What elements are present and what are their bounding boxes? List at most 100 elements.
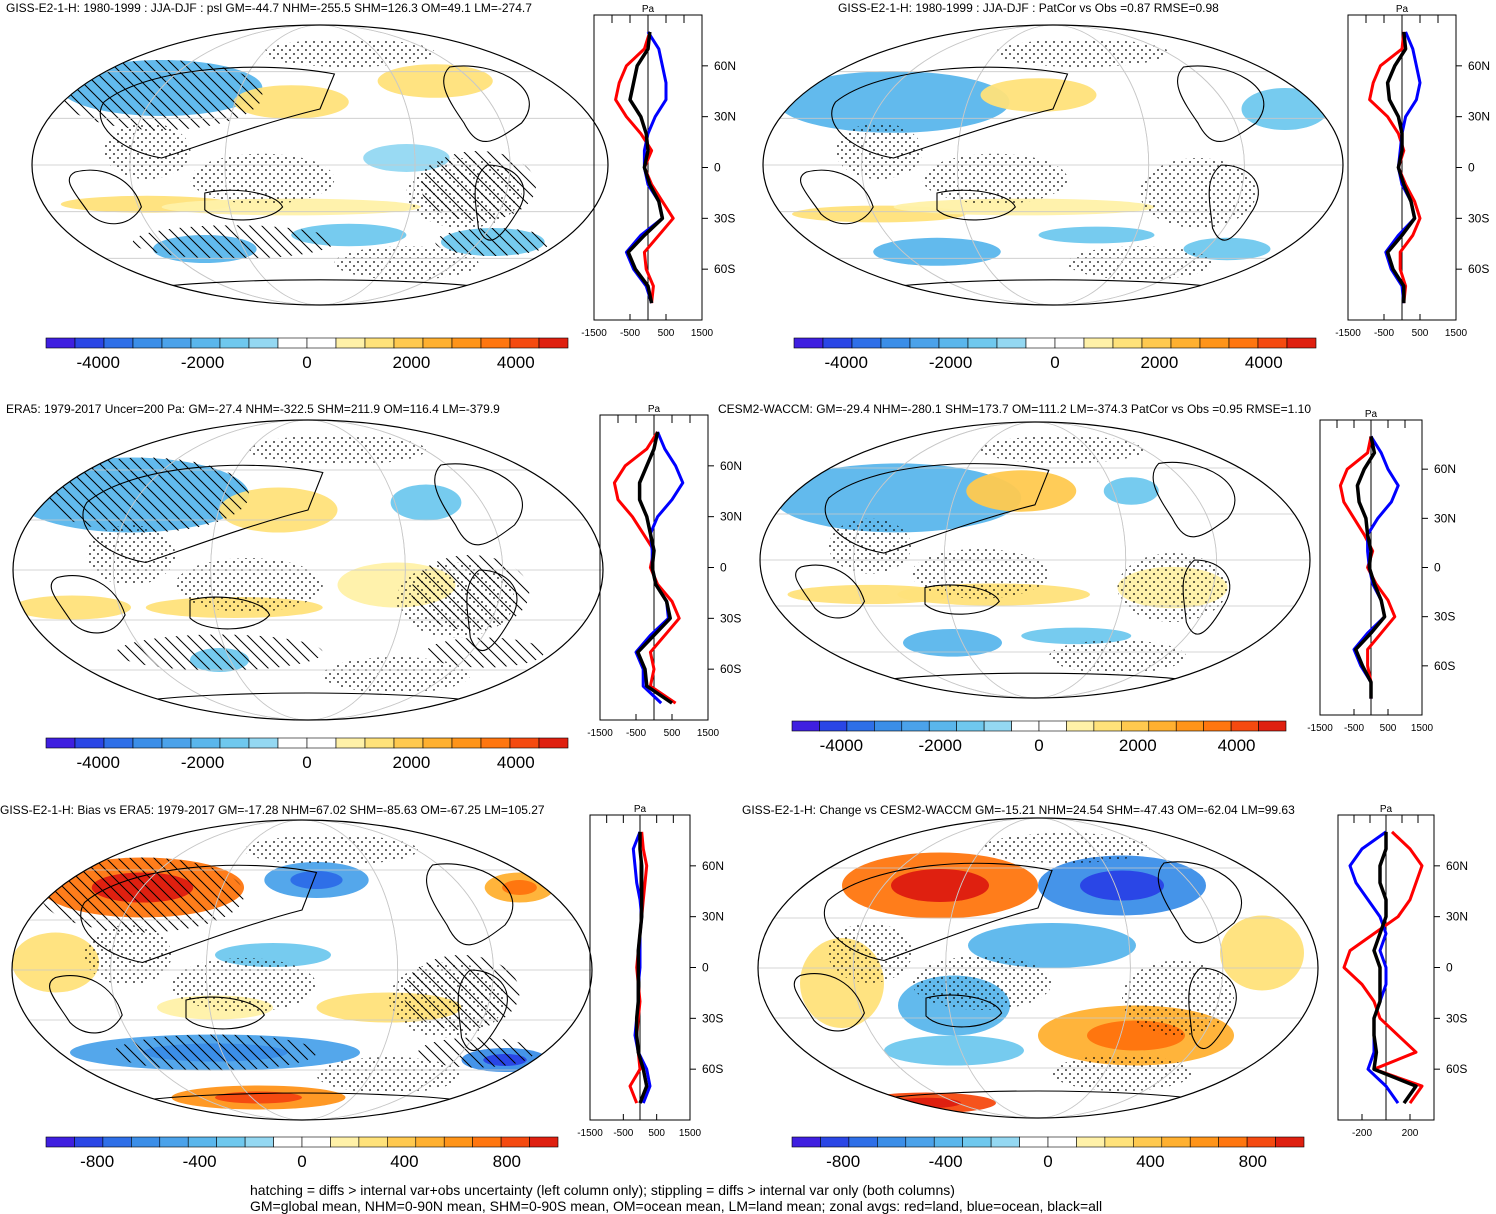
- anomaly-core: [290, 871, 343, 889]
- panel-title: GISS-E2-1-H: Change vs CESM2-WACCM GM=-1…: [742, 803, 1295, 817]
- colorbar-swatch: [1141, 337, 1172, 349]
- lat-label: 30N: [702, 910, 724, 924]
- lat-label: 0: [1468, 161, 1475, 175]
- zonal-tick-label: -1500: [587, 728, 613, 739]
- colorbar-swatch: [880, 337, 911, 349]
- colorbar-swatch: [938, 337, 969, 349]
- colorbar-swatch: [822, 337, 853, 349]
- map-border: [759, 421, 1311, 699]
- colorbar-swatch: [422, 737, 453, 749]
- map-border: [757, 817, 1319, 1119]
- panel-title: GISS-E2-1-H: 1980-1999 : JJA-DJF : PatCo…: [838, 1, 1219, 15]
- stippling: [175, 558, 323, 612]
- continent-outline: [925, 994, 1003, 1028]
- graticule-line: [852, 818, 1224, 1118]
- colorbar-swatch: [364, 737, 395, 749]
- lat-label: 60N: [1468, 59, 1490, 73]
- colorbar-swatch: [45, 337, 76, 349]
- hatching: [426, 637, 544, 668]
- colorbar-swatch: [159, 1136, 189, 1148]
- panel-title: GISS-E2-1-H: 1980-1999 : JJA-DJF : psl G…: [6, 1, 532, 15]
- stippling: [190, 153, 335, 205]
- zonal-line-ocean: [1348, 830, 1400, 1104]
- stippling: [322, 657, 471, 693]
- colorbar-swatch: [1228, 337, 1259, 349]
- lat-label: 60S: [1468, 262, 1489, 276]
- stippling: [912, 956, 1052, 1010]
- lat-label: 30N: [720, 510, 742, 524]
- graticule-line: [224, 25, 416, 305]
- anomaly-region: [1183, 237, 1271, 261]
- zonal-tick-label: 200: [1402, 1128, 1419, 1139]
- colorbar-swatch: [387, 1136, 417, 1148]
- lat-label: 30N: [1446, 910, 1468, 924]
- anomaly-region: [903, 629, 1002, 657]
- anomaly-core: [891, 869, 989, 902]
- lat-label: 60S: [1446, 1062, 1467, 1076]
- colorbar-swatch: [451, 337, 482, 349]
- continent-outline: [99, 66, 336, 159]
- continent-outline: [869, 1090, 1207, 1101]
- colorbar-tick-label: -400: [183, 1152, 217, 1171]
- zonal-tick-label: 1500: [679, 1128, 702, 1139]
- colorbar-swatch: [1257, 337, 1288, 349]
- continent-outline: [1208, 164, 1259, 241]
- graticule-line: [943, 422, 1127, 698]
- units-label: Pa: [1365, 409, 1378, 420]
- hatching: [132, 225, 335, 259]
- lat-label: 60S: [720, 662, 741, 676]
- lat-label: 60N: [1446, 859, 1468, 873]
- colorbar-swatch: [848, 1136, 878, 1148]
- zonal-tick-label: -1500: [581, 328, 607, 339]
- lat-label: 30S: [702, 1011, 723, 1025]
- panel-2: GISS-E2-1-H: 1980-1999 : JJA-DJF : PatCo…: [748, 0, 1496, 400]
- colorbar-tick-label: -2000: [181, 753, 224, 772]
- lat-label: 30S: [720, 611, 741, 625]
- colorbar-tick-label: 2000: [392, 353, 430, 372]
- zonal-tick-label: 1500: [691, 328, 714, 339]
- anomaly-region: [873, 237, 1001, 266]
- colorbar-swatch: [962, 1136, 992, 1148]
- panel-figure: -4000 -2000 0 2000 4000 Pa 60N 30N 0 30S 60S -1500 -…: [762, 4, 1490, 372]
- colorbar-swatch: [1286, 337, 1317, 349]
- continent-outline: [824, 463, 1050, 554]
- colorbar-swatch: [996, 337, 1027, 349]
- continent-outline: [1152, 461, 1236, 538]
- colorbar-tick-label: -4000: [820, 736, 863, 755]
- colorbar: -4000 -2000 0 2000 4000: [45, 737, 569, 772]
- legend-line-1: hatching = diffs > internal var+obs unce…: [250, 1182, 955, 1198]
- panel-figure: -4000 -2000 0 2000 4000 Pa 60N 30N 0 30S 60S -1500 -…: [12, 404, 742, 772]
- colorbar-swatch: [1011, 720, 1040, 732]
- colorbar-swatch: [335, 337, 366, 349]
- anomaly-region: [884, 1035, 1024, 1066]
- colorbar-tick-label: -2000: [929, 353, 972, 372]
- zonal-tick-label: 500: [664, 728, 681, 739]
- continent-outline: [800, 169, 874, 225]
- stippling: [995, 39, 1169, 67]
- colorbar-swatch: [415, 1136, 445, 1148]
- anomaly-region: [893, 198, 1155, 216]
- panel-figure: -800 -400 0 400 800 Pa 60N 30N 0 30S 60S -1500 -500 5…: [11, 804, 724, 1171]
- units-label: Pa: [634, 804, 647, 815]
- continent-outline: [68, 169, 142, 225]
- colorbar-tick-label: 400: [1136, 1152, 1164, 1171]
- colorbar-swatch: [1258, 720, 1287, 732]
- colorbar-swatch: [509, 337, 540, 349]
- panel-title: ERA5: 1979-2017 Uncer=200 Pa: GM=-27.4 N…: [6, 402, 500, 416]
- anomaly-region: [777, 71, 1010, 133]
- colorbar-tick-label: 4000: [497, 353, 535, 372]
- zonal-line-all: [634, 831, 649, 1104]
- zonal-tick-label: -500: [613, 1128, 633, 1139]
- map-border: [762, 24, 1344, 306]
- stippling: [249, 435, 426, 465]
- lat-label: 60N: [720, 459, 742, 473]
- zonal-tick-label: -500: [626, 728, 646, 739]
- anomaly-region: [1038, 226, 1155, 244]
- lat-label: 0: [720, 561, 727, 575]
- lat-label: 60S: [714, 262, 735, 276]
- colorbar-swatch: [244, 1136, 274, 1148]
- continent-outline: [457, 969, 508, 1051]
- continent-outline: [80, 864, 318, 964]
- continent-outline: [823, 862, 1053, 962]
- colorbar-tick-label: 0: [302, 753, 311, 772]
